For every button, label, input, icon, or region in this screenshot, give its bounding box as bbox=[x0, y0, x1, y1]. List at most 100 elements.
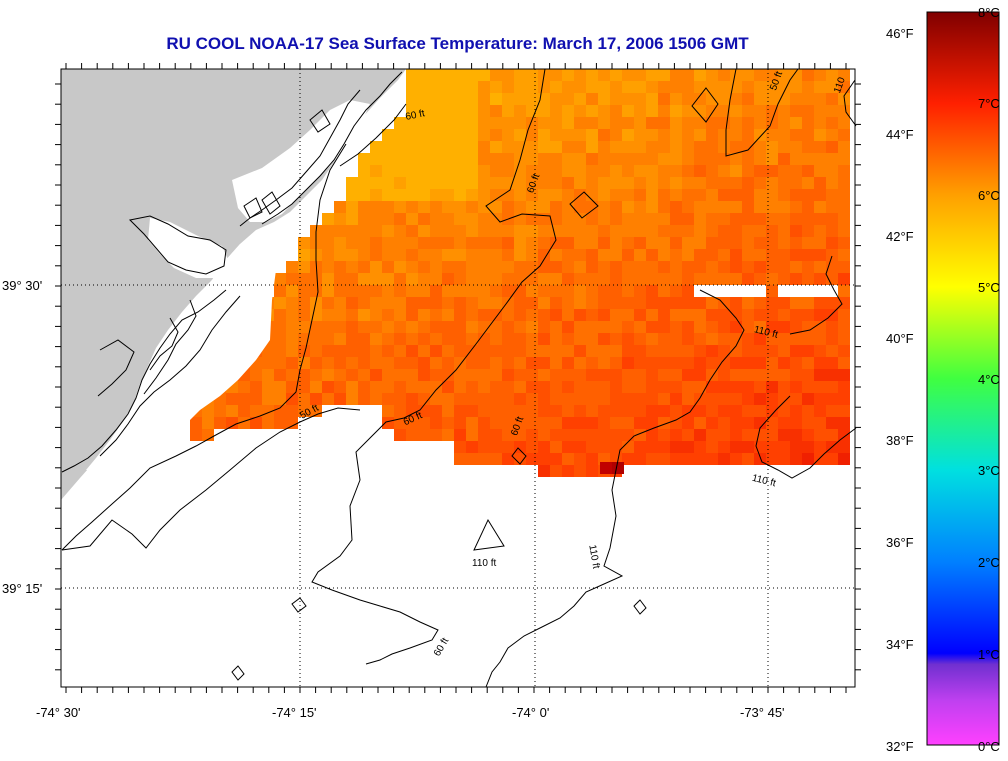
sst-pixel bbox=[838, 249, 850, 261]
sst-pixel bbox=[574, 441, 586, 453]
sst-pixel bbox=[394, 345, 406, 357]
sst-pixel bbox=[610, 345, 622, 357]
sst-pixel bbox=[622, 153, 634, 165]
sst-pixel bbox=[802, 381, 814, 393]
sst-pixel bbox=[754, 141, 766, 153]
sst-pixel bbox=[814, 201, 826, 213]
sst-pixel bbox=[406, 81, 418, 93]
sst-pixel bbox=[598, 201, 610, 213]
sst-pixel bbox=[454, 153, 466, 165]
sst-pixel bbox=[406, 129, 418, 141]
contour-50ft-north bbox=[339, 103, 407, 167]
sst-pixel bbox=[490, 297, 502, 309]
sst-pixel bbox=[562, 105, 574, 117]
sst-pixel bbox=[718, 273, 730, 285]
sst-pixel bbox=[622, 237, 634, 249]
sst-pixel bbox=[406, 141, 418, 153]
sst-pixel bbox=[586, 237, 598, 249]
sst-pixel bbox=[574, 417, 586, 429]
sst-pixel bbox=[706, 153, 718, 165]
sst-pixel bbox=[298, 393, 310, 405]
sst-pixel bbox=[430, 381, 442, 393]
sst-pixel bbox=[394, 213, 406, 225]
sst-pixel bbox=[538, 201, 550, 213]
sst-pixel bbox=[622, 117, 634, 129]
sst-pixel bbox=[514, 381, 526, 393]
sst-pixel bbox=[274, 273, 286, 285]
sst-pixel bbox=[826, 393, 838, 405]
sst-pixel bbox=[754, 177, 766, 189]
sst-pixel bbox=[382, 285, 394, 297]
sst-pixel bbox=[406, 69, 418, 81]
sst-pixel bbox=[466, 297, 478, 309]
sst-pixel bbox=[646, 117, 658, 129]
sst-pixel bbox=[382, 261, 394, 273]
sst-pixel bbox=[610, 309, 622, 321]
sst-pixel bbox=[706, 117, 718, 129]
sst-pixel bbox=[310, 345, 322, 357]
sst-pixel bbox=[310, 273, 322, 285]
sst-pixel bbox=[670, 393, 682, 405]
sst-pixel bbox=[742, 189, 754, 201]
sst-pixel bbox=[586, 273, 598, 285]
sst-pixel bbox=[646, 237, 658, 249]
sst-pixel bbox=[706, 201, 718, 213]
sst-pixel bbox=[442, 105, 454, 117]
sst-pixel bbox=[694, 273, 706, 285]
sst-pixel bbox=[514, 237, 526, 249]
sst-pixel bbox=[670, 357, 682, 369]
sst-pixel bbox=[802, 417, 814, 429]
sst-pixel bbox=[490, 105, 502, 117]
sst-pixel bbox=[382, 165, 394, 177]
sst-pixel bbox=[490, 189, 502, 201]
sst-pixel bbox=[526, 417, 538, 429]
sst-pixel bbox=[670, 321, 682, 333]
sst-pixel bbox=[598, 237, 610, 249]
bathymetry-contours bbox=[61, 68, 857, 688]
sst-pixel bbox=[358, 357, 370, 369]
sst-pixel bbox=[778, 117, 790, 129]
sst-pixel bbox=[622, 249, 634, 261]
sst-pixel bbox=[682, 333, 694, 345]
sst-pixel bbox=[418, 429, 430, 441]
sst-pixel bbox=[766, 93, 778, 105]
sst-pixel bbox=[838, 69, 850, 81]
sst-pixel bbox=[646, 297, 658, 309]
sst-pixel bbox=[670, 141, 682, 153]
sst-pixel bbox=[658, 237, 670, 249]
sst-pixel bbox=[454, 297, 466, 309]
sst-pixel bbox=[586, 69, 598, 81]
sst-pixel bbox=[730, 201, 742, 213]
sst-pixel bbox=[670, 189, 682, 201]
sst-pixel bbox=[274, 381, 286, 393]
sst-pixel bbox=[550, 213, 562, 225]
sst-pixel bbox=[418, 297, 430, 309]
sst-pixel bbox=[682, 177, 694, 189]
sst-pixel bbox=[454, 69, 466, 81]
sst-pixel bbox=[658, 453, 670, 465]
sst-pixel bbox=[466, 213, 478, 225]
sst-pixel bbox=[526, 273, 538, 285]
sst-pixel bbox=[550, 105, 562, 117]
sst-pixel bbox=[718, 141, 730, 153]
sst-pixel bbox=[274, 405, 286, 417]
sst-pixel bbox=[730, 345, 742, 357]
sst-pixel bbox=[706, 381, 718, 393]
sst-pixel bbox=[526, 285, 538, 297]
sst-pixel bbox=[802, 189, 814, 201]
sst-pixel bbox=[358, 381, 370, 393]
sst-pixel bbox=[682, 321, 694, 333]
sst-pixel bbox=[334, 225, 346, 237]
sst-pixel bbox=[610, 81, 622, 93]
sst-pixel bbox=[538, 321, 550, 333]
sst-pixel bbox=[682, 441, 694, 453]
sst-pixel bbox=[670, 345, 682, 357]
sst-pixel bbox=[418, 225, 430, 237]
sst-pixel bbox=[766, 117, 778, 129]
sst-pixel bbox=[430, 321, 442, 333]
sst-pixel bbox=[622, 369, 634, 381]
sst-pixel bbox=[730, 93, 742, 105]
sst-pixel bbox=[502, 129, 514, 141]
sst-pixel bbox=[790, 321, 802, 333]
sst-pixel bbox=[322, 249, 334, 261]
